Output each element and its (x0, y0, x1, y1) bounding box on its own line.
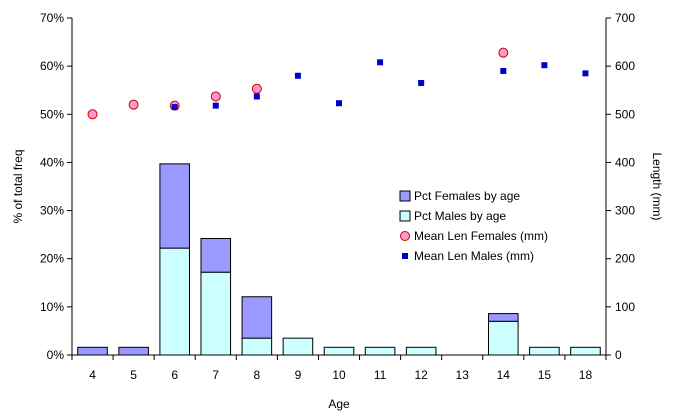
point-mean-len-males-age-7 (212, 102, 219, 109)
legend-swatch (402, 253, 408, 259)
y-right-tick-label: 700 (615, 11, 635, 25)
bar-males-age-7 (200, 271, 232, 356)
bar-males-age-10 (323, 346, 355, 356)
x-axis-title: Age (328, 397, 350, 411)
x-tick-label: 12 (414, 368, 428, 382)
y-right-tick-label: 0 (615, 348, 622, 362)
x-tick-label: 13 (456, 368, 470, 382)
point-mean-len-males-age-9 (294, 72, 301, 79)
bar-males-age-14 (488, 320, 519, 356)
legend-label: Mean Len Females (mm) (414, 229, 548, 243)
x-tick-label: 4 (89, 368, 96, 382)
y-left-tick-label: 70% (40, 11, 64, 25)
y-left-tick-label: 10% (40, 300, 64, 314)
y-right-tick-label: 200 (615, 252, 635, 266)
y-right-tick-label: 300 (615, 204, 635, 218)
bar-females-age-7 (200, 237, 232, 273)
plot-area (72, 18, 606, 355)
points (87, 47, 589, 120)
y-axis-left-title: % of total freq (11, 149, 25, 223)
bar-males-age-11 (364, 346, 396, 356)
y-left-tick-label: 20% (40, 252, 64, 266)
x-tick-label: 14 (497, 368, 511, 382)
bar-females-age-5 (118, 346, 149, 356)
y-left-tick-label: 50% (40, 107, 64, 121)
y-left-tick-label: 40% (40, 155, 64, 169)
x-tick-label: 11 (374, 368, 387, 382)
point-mean-len-males-age-6 (171, 104, 178, 111)
y-left-tick-label: 0% (47, 348, 65, 362)
bar-males-age-6 (159, 247, 190, 356)
point-mean-len-males-age-18 (582, 70, 589, 77)
y-right-tick-label: 400 (615, 155, 635, 169)
point-mean-len-females-age-7 (210, 91, 221, 102)
y-right-tick-label: 500 (615, 107, 635, 121)
bar-males-age-18 (570, 346, 601, 356)
bar-males-age-12 (405, 346, 437, 356)
bar-males-age-9 (282, 337, 314, 356)
legend: Pct Females by age Pct Males by age Mean L… (399, 189, 548, 263)
bar-males-age-8 (241, 337, 273, 356)
bars (77, 163, 601, 356)
point-mean-len-males-age-10 (336, 100, 342, 107)
bar-females-age-4 (77, 346, 108, 356)
x-tick-label: 6 (171, 368, 178, 382)
legend-swatch (399, 210, 411, 222)
legend-swatch (400, 231, 410, 241)
point-mean-len-males-age-15 (541, 62, 548, 69)
point-mean-len-males-age-11 (377, 59, 384, 66)
y-left-tick-label: 30% (40, 204, 64, 218)
point-mean-len-females-age-4 (87, 109, 98, 120)
y-right-tick-label: 600 (615, 59, 635, 73)
plot-background (72, 18, 606, 355)
legend-label: Mean Len Males (mm) (414, 249, 534, 263)
legend-swatch (399, 190, 411, 202)
bar-females-age-8 (241, 296, 273, 339)
y-right-tick-label: 100 (615, 300, 635, 314)
point-mean-len-males-age-14 (500, 67, 507, 74)
x-tick-label: 10 (332, 368, 346, 382)
bar-males-age-15 (529, 346, 560, 356)
y-axis-right-title: Length (mm) (650, 152, 664, 220)
legend-label: Pct Females by age (414, 189, 520, 203)
point-mean-len-females-age-8 (251, 83, 262, 94)
x-tick-label: 18 (579, 368, 593, 382)
x-tick-label: 7 (212, 368, 219, 382)
x-tick-label: 8 (254, 368, 261, 382)
legend-label: Pct Males by age (414, 209, 506, 223)
point-mean-len-males-age-8 (253, 93, 260, 100)
y-left-tick-label: 60% (40, 59, 64, 73)
point-mean-len-females-age-14 (498, 47, 509, 58)
bar-females-age-6 (159, 163, 190, 249)
point-mean-len-males-age-12 (418, 79, 425, 86)
x-tick-label: 9 (295, 368, 302, 382)
x-tick-label: 15 (538, 368, 552, 382)
point-mean-len-females-age-5 (128, 99, 139, 110)
axes: 0% 10% 20% 30% 40% 50% 60% 70% 0 100 200 300 400 500 6… (40, 11, 635, 382)
x-tick-label: 5 (130, 368, 137, 382)
bar-females-age-14 (488, 313, 519, 322)
